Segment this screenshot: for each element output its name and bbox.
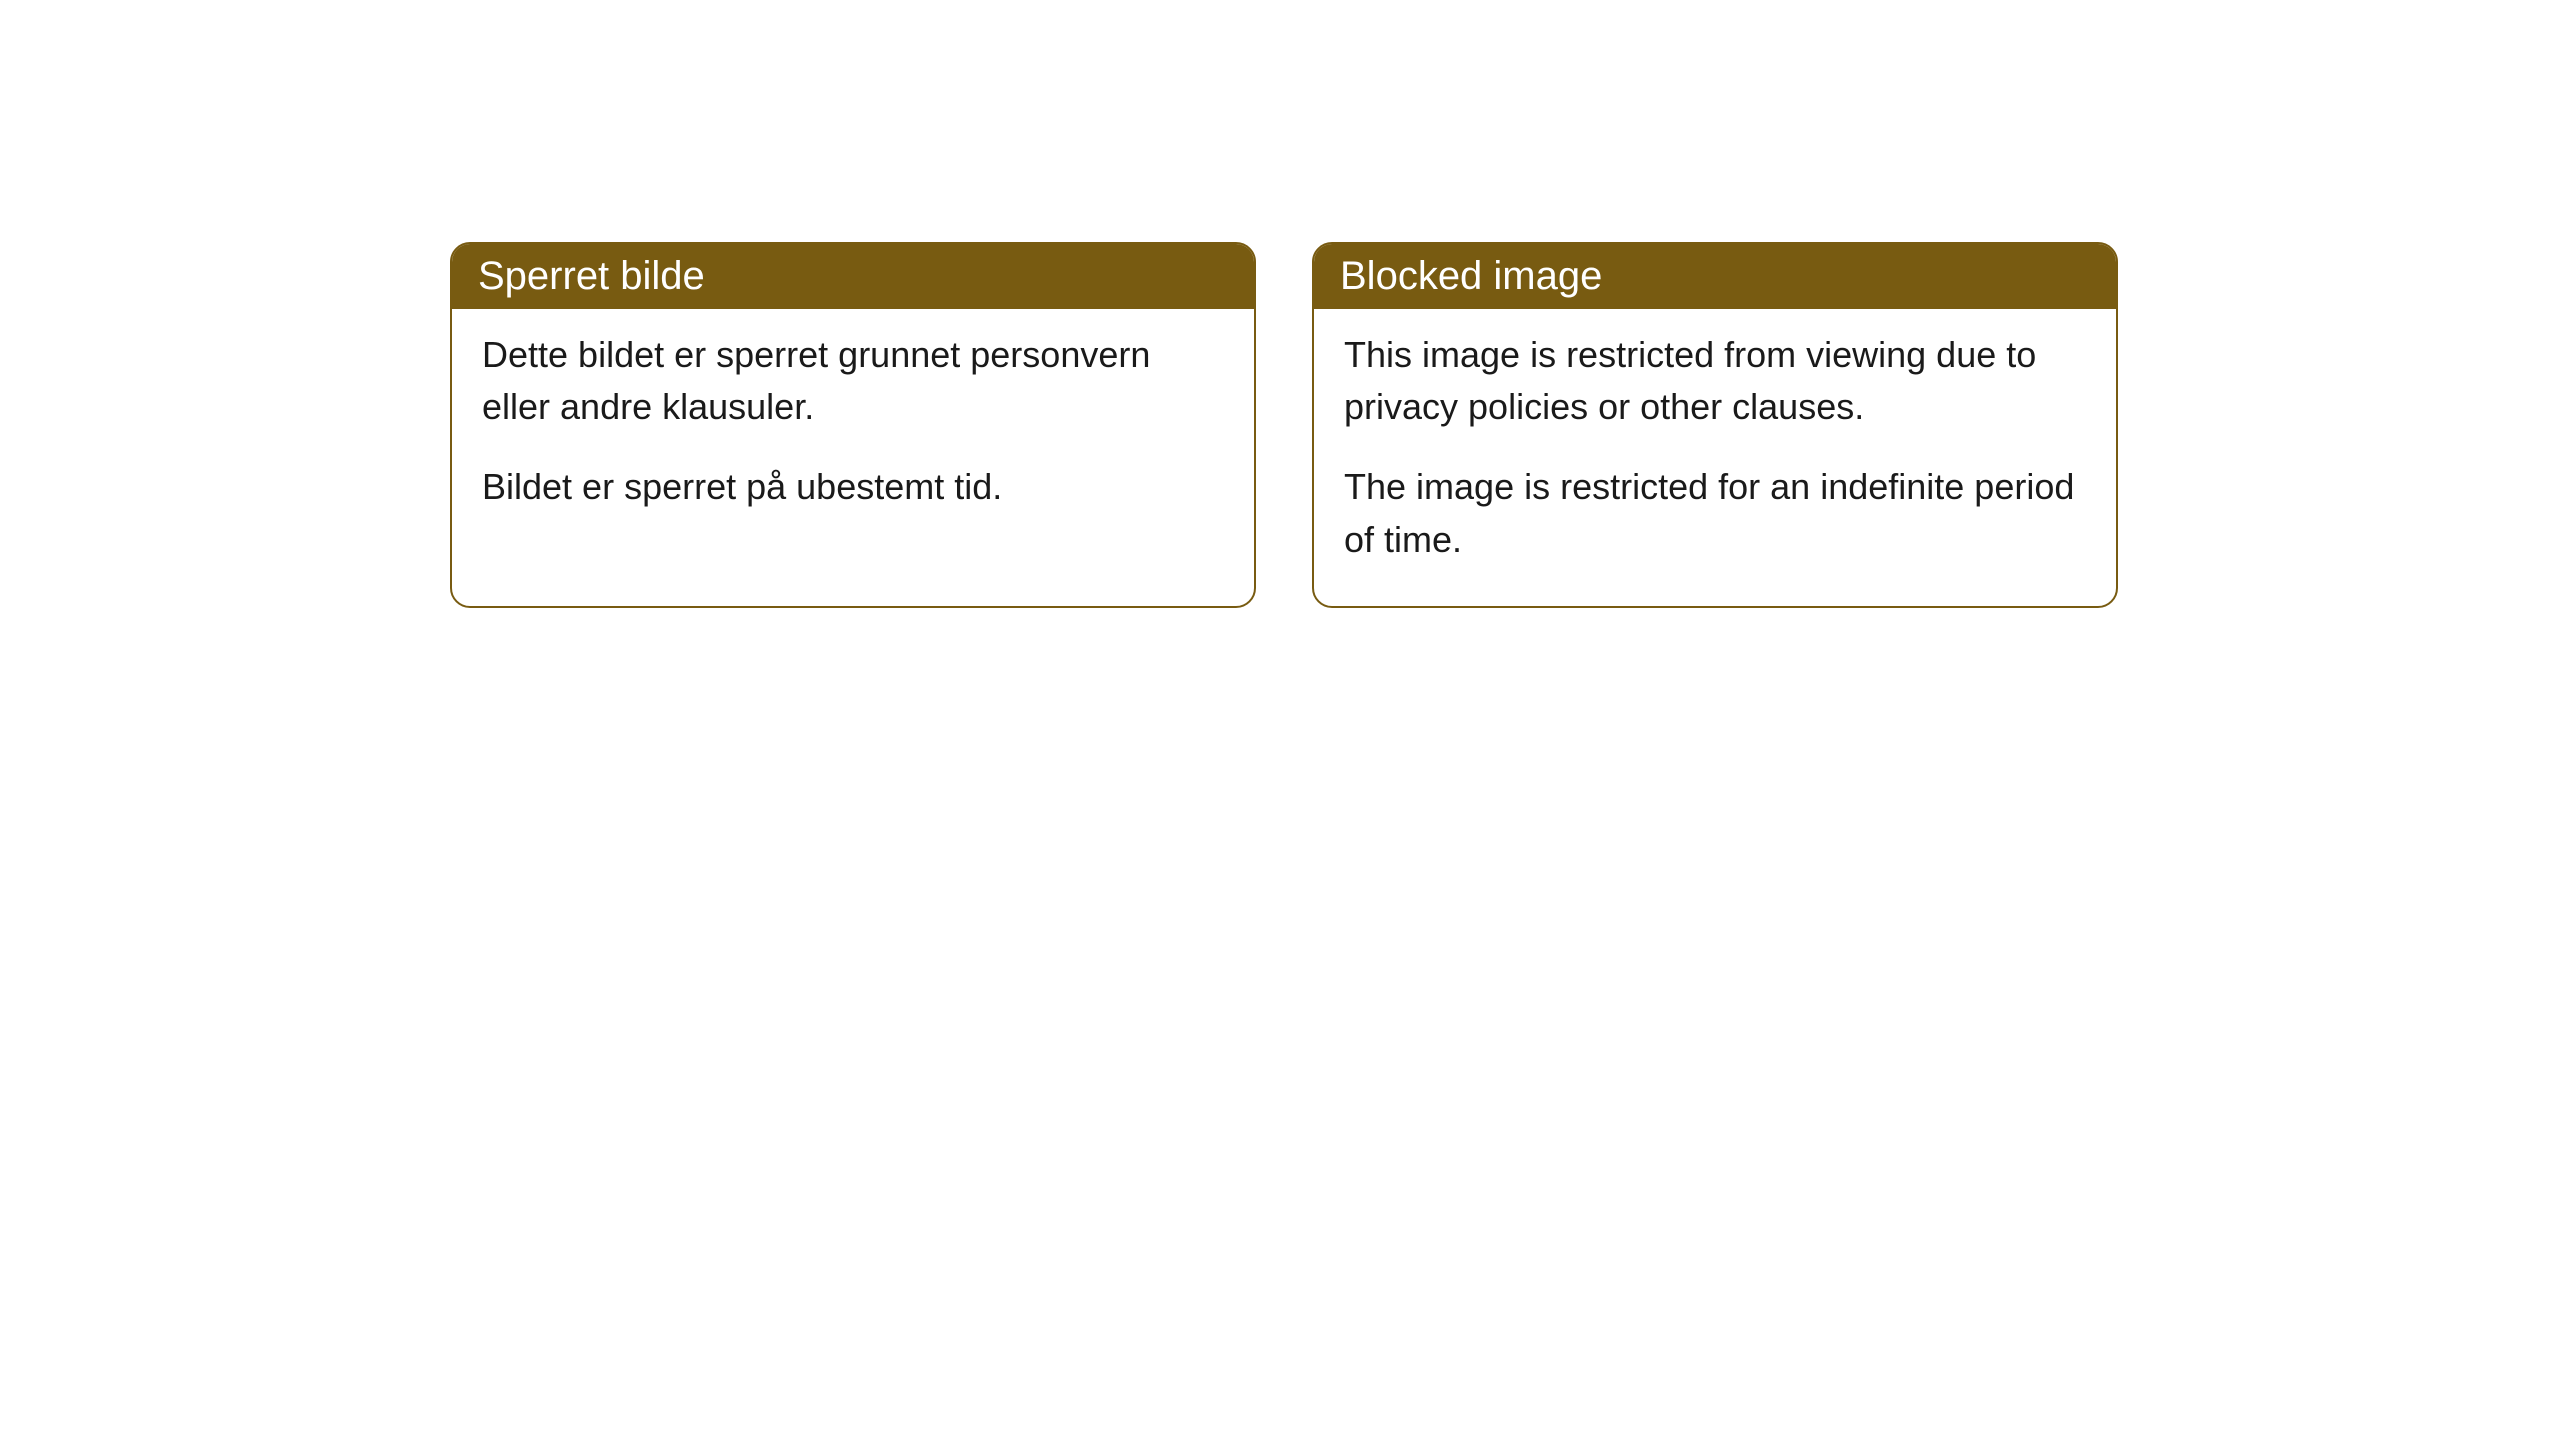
card-body: This image is restricted from viewing du… — [1314, 309, 2116, 606]
card-paragraph: Dette bildet er sperret grunnet personve… — [482, 329, 1224, 433]
card-norwegian: Sperret bilde Dette bildet er sperret gr… — [450, 242, 1256, 608]
card-paragraph: The image is restricted for an indefinit… — [1344, 461, 2086, 565]
card-paragraph: Bildet er sperret på ubestemt tid. — [482, 461, 1224, 513]
card-paragraph: This image is restricted from viewing du… — [1344, 329, 2086, 433]
card-english: Blocked image This image is restricted f… — [1312, 242, 2118, 608]
card-title: Blocked image — [1340, 254, 1602, 298]
cards-container: Sperret bilde Dette bildet er sperret gr… — [450, 242, 2118, 608]
card-header: Blocked image — [1314, 244, 2116, 309]
card-body: Dette bildet er sperret grunnet personve… — [452, 309, 1254, 554]
card-title: Sperret bilde — [478, 254, 705, 298]
card-header: Sperret bilde — [452, 244, 1254, 309]
